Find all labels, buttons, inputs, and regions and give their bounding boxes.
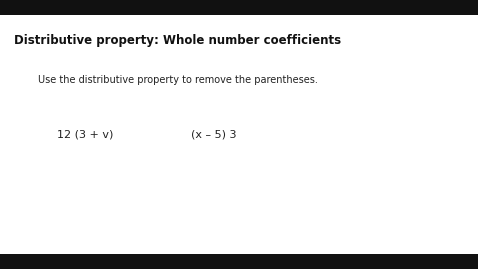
Text: Distributive property: Whole number coefficients: Distributive property: Whole number coef… bbox=[14, 34, 341, 47]
Text: (x – 5) 3: (x – 5) 3 bbox=[191, 129, 237, 139]
Text: 12 (3 + v): 12 (3 + v) bbox=[57, 129, 114, 139]
Bar bbox=[0, 0, 478, 15]
Bar bbox=[0, 254, 478, 269]
Text: Use the distributive property to remove the parentheses.: Use the distributive property to remove … bbox=[38, 75, 318, 85]
